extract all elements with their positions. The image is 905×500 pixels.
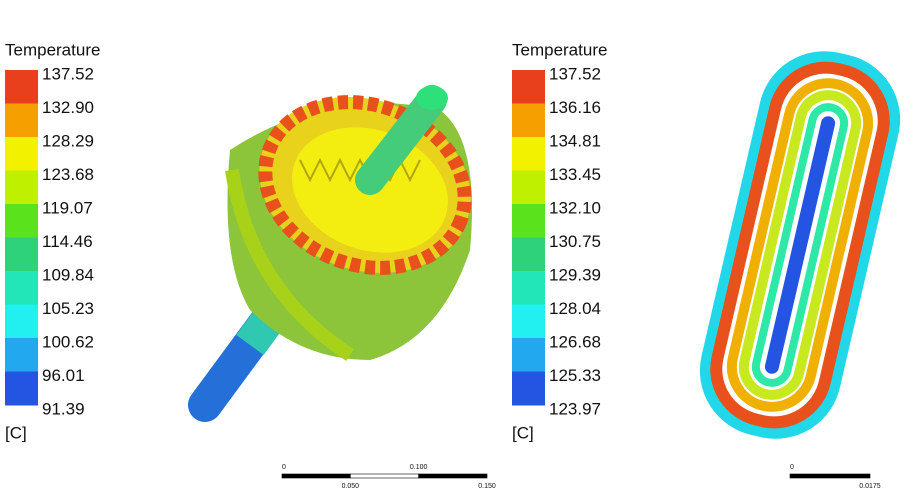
legend-label: 114.46 [42,232,93,251]
legend-title: Temperature [512,40,607,59]
coil-render [699,51,901,439]
legend-label: 130.75 [549,232,601,251]
legend-band [512,170,545,205]
scale-label: 0.150 [478,483,496,490]
legend-band [5,371,38,406]
scale-label: 0 [790,464,794,471]
legend-label: 125.33 [549,366,601,385]
legend-label: 123.68 [42,165,94,184]
legend-label: 137.52 [42,64,94,83]
legend-label: 133.45 [549,165,601,184]
scale-segment [350,473,419,479]
legend-unit: [C] [512,423,534,442]
legend-band [512,103,545,138]
legend-band [5,103,38,138]
legend-band [512,70,545,104]
legend-label: 119.07 [42,198,93,217]
legend-label: 96.01 [42,366,85,385]
scale-label: 0.100 [410,464,428,471]
motor-render [188,85,472,422]
scale-segment [789,473,871,479]
legend-label: 123.97 [549,399,601,418]
legend-band [5,338,38,372]
legend-band [5,170,38,205]
legend-label: 105.23 [42,299,94,318]
legend-label: 100.62 [42,332,94,351]
legend-band [5,237,38,272]
legend-label: 132.90 [42,98,94,117]
legend-band [512,137,545,171]
scale-label: 0 [282,464,286,471]
legend-label: 137.52 [549,64,601,83]
scale-segment [281,473,351,479]
legend-band [5,204,38,238]
legend-title: Temperature [5,40,100,59]
legend-band [512,338,545,372]
legend-band [5,137,38,171]
legend-label: 134.81 [549,131,601,150]
scale-label: 0.0175 [859,483,881,490]
legend-band [5,70,38,104]
legend-label: 132.10 [549,198,601,217]
legend-band [5,304,38,339]
scale-segment [418,473,488,479]
legend-band [512,371,545,406]
legend-label: 126.68 [549,332,601,351]
legend-band [512,271,545,305]
legend-label: 109.84 [42,265,94,284]
legend-label: 129.39 [549,265,601,284]
legend-label: 136.16 [549,98,601,117]
scale-label: 0.050 [342,483,360,490]
legend-unit: [C] [5,423,27,442]
legend-band [512,204,545,238]
legend-band [512,304,545,339]
legend-band [512,237,545,272]
legend-band [5,271,38,305]
legend-label: 128.29 [42,131,94,150]
legend-label: 91.39 [42,399,85,418]
legend-label: 128.04 [549,299,601,318]
